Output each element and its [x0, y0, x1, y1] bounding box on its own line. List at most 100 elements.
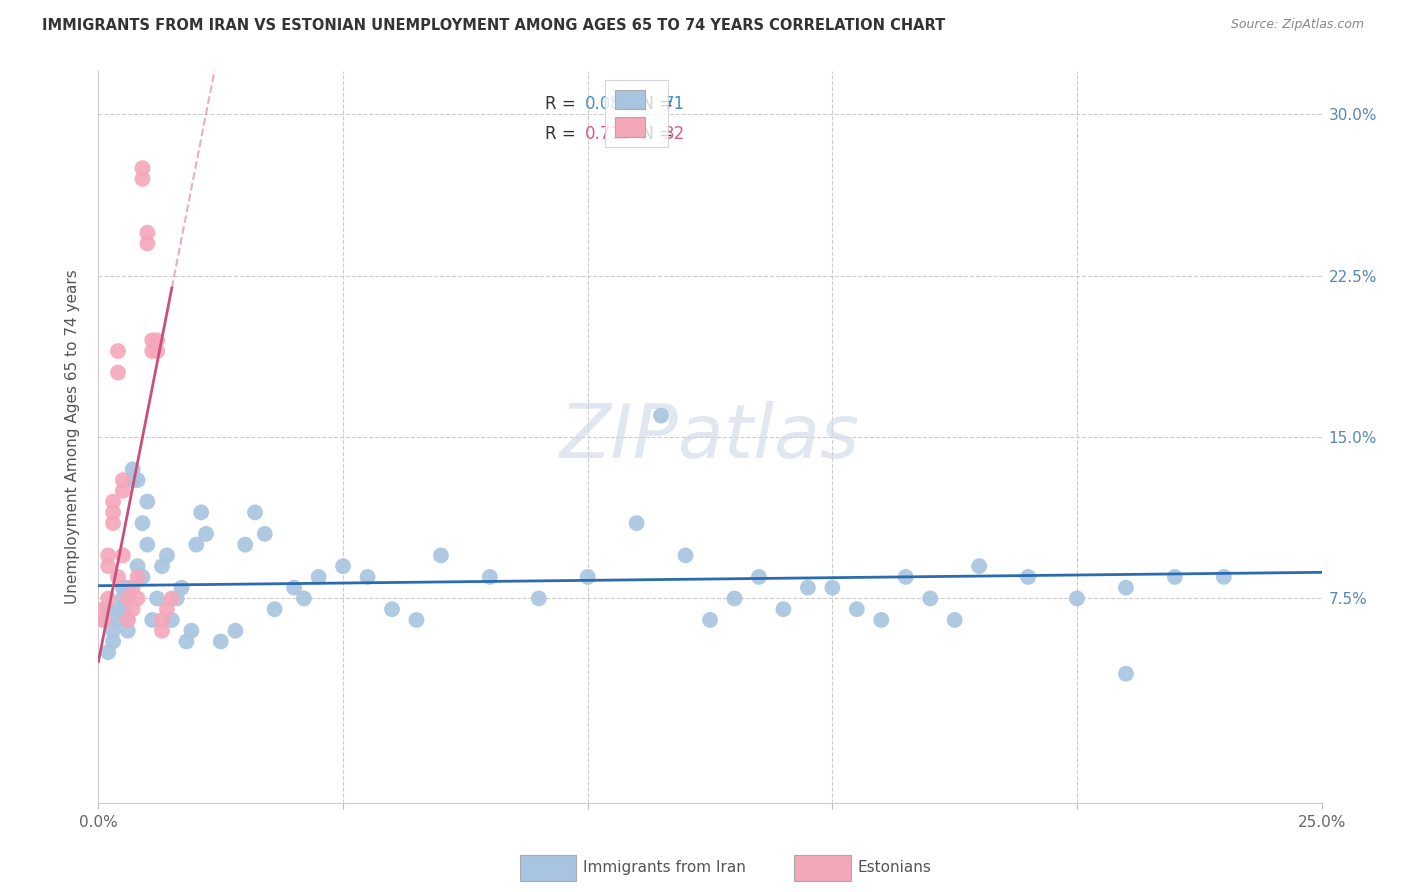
Point: [117, 624, 139, 638]
Point: [224, 624, 246, 638]
Point: [131, 161, 153, 176]
Text: Immigrants from Iran: Immigrants from Iran: [583, 861, 747, 875]
Point: [845, 602, 868, 616]
Point: [576, 570, 599, 584]
Point: [136, 494, 159, 508]
Point: [243, 505, 266, 519]
Point: [478, 570, 501, 584]
Legend: , : ,: [605, 79, 668, 146]
Point: [190, 505, 212, 519]
Point: [97, 559, 120, 574]
Point: [127, 570, 149, 584]
Point: [195, 527, 218, 541]
Point: [356, 570, 378, 584]
Point: [141, 613, 163, 627]
Point: [107, 570, 129, 584]
Point: [430, 549, 453, 563]
Point: [136, 236, 159, 251]
Point: [121, 462, 143, 476]
Point: [186, 538, 208, 552]
Point: [127, 473, 149, 487]
Point: [117, 613, 139, 627]
Point: [233, 538, 256, 552]
Text: R =: R =: [546, 95, 581, 113]
Text: N =: N =: [630, 95, 678, 113]
Point: [141, 344, 163, 359]
Text: R =: R =: [546, 125, 581, 143]
Text: 32: 32: [664, 125, 685, 143]
Point: [405, 613, 427, 627]
Point: [176, 634, 198, 648]
Point: [160, 591, 183, 606]
Point: [772, 602, 794, 616]
Point: [141, 333, 163, 347]
Point: [160, 613, 183, 627]
Y-axis label: Unemployment Among Ages 65 to 74 years: Unemployment Among Ages 65 to 74 years: [65, 269, 80, 605]
Point: [527, 591, 550, 606]
Point: [626, 516, 648, 530]
Point: [107, 366, 129, 380]
Point: [150, 624, 173, 638]
Point: [146, 344, 169, 359]
Point: [1164, 570, 1187, 584]
Point: [121, 473, 143, 487]
Point: [107, 602, 129, 616]
Point: [156, 549, 179, 563]
Point: [650, 409, 672, 423]
Point: [150, 613, 173, 627]
Point: [967, 559, 990, 574]
Point: [292, 591, 315, 606]
Point: [150, 559, 173, 574]
Point: [91, 613, 114, 627]
Point: [91, 602, 114, 616]
Point: [748, 570, 770, 584]
Point: [111, 602, 134, 616]
Text: IMMIGRANTS FROM IRAN VS ESTONIAN UNEMPLOYMENT AMONG AGES 65 TO 74 YEARS CORRELAT: IMMIGRANTS FROM IRAN VS ESTONIAN UNEMPLO…: [42, 18, 945, 33]
Point: [121, 581, 143, 595]
Point: [821, 581, 844, 595]
Point: [943, 613, 966, 627]
Text: Estonians: Estonians: [858, 861, 932, 875]
Point: [111, 549, 134, 563]
Point: [699, 613, 721, 627]
Point: [308, 570, 330, 584]
Point: [283, 581, 305, 595]
Point: [127, 591, 149, 606]
Point: [101, 516, 124, 530]
Point: [111, 473, 134, 487]
Point: [166, 591, 188, 606]
Point: [97, 591, 120, 606]
Text: Source: ZipAtlas.com: Source: ZipAtlas.com: [1230, 18, 1364, 31]
Point: [1017, 570, 1039, 584]
Point: [97, 645, 120, 659]
Text: 0.715: 0.715: [585, 125, 633, 143]
Point: [117, 613, 139, 627]
Point: [1115, 581, 1137, 595]
Point: [117, 581, 139, 595]
Point: [136, 226, 159, 240]
Text: 71: 71: [664, 95, 685, 113]
Point: [136, 538, 159, 552]
Point: [131, 516, 153, 530]
Point: [101, 494, 124, 508]
Point: [146, 591, 169, 606]
Point: [107, 344, 129, 359]
Text: ZIPatlas: ZIPatlas: [560, 401, 860, 473]
Point: [1066, 591, 1088, 606]
Point: [131, 172, 153, 186]
Text: 0.081: 0.081: [585, 95, 633, 113]
Point: [675, 549, 697, 563]
Point: [121, 602, 143, 616]
Point: [117, 591, 139, 606]
Text: N =: N =: [630, 125, 678, 143]
Point: [131, 570, 153, 584]
Point: [894, 570, 917, 584]
Point: [101, 624, 124, 638]
Point: [920, 591, 942, 606]
Point: [797, 581, 820, 595]
Point: [1212, 570, 1234, 584]
Point: [253, 527, 276, 541]
Point: [127, 559, 149, 574]
Point: [97, 549, 120, 563]
Point: [146, 333, 169, 347]
